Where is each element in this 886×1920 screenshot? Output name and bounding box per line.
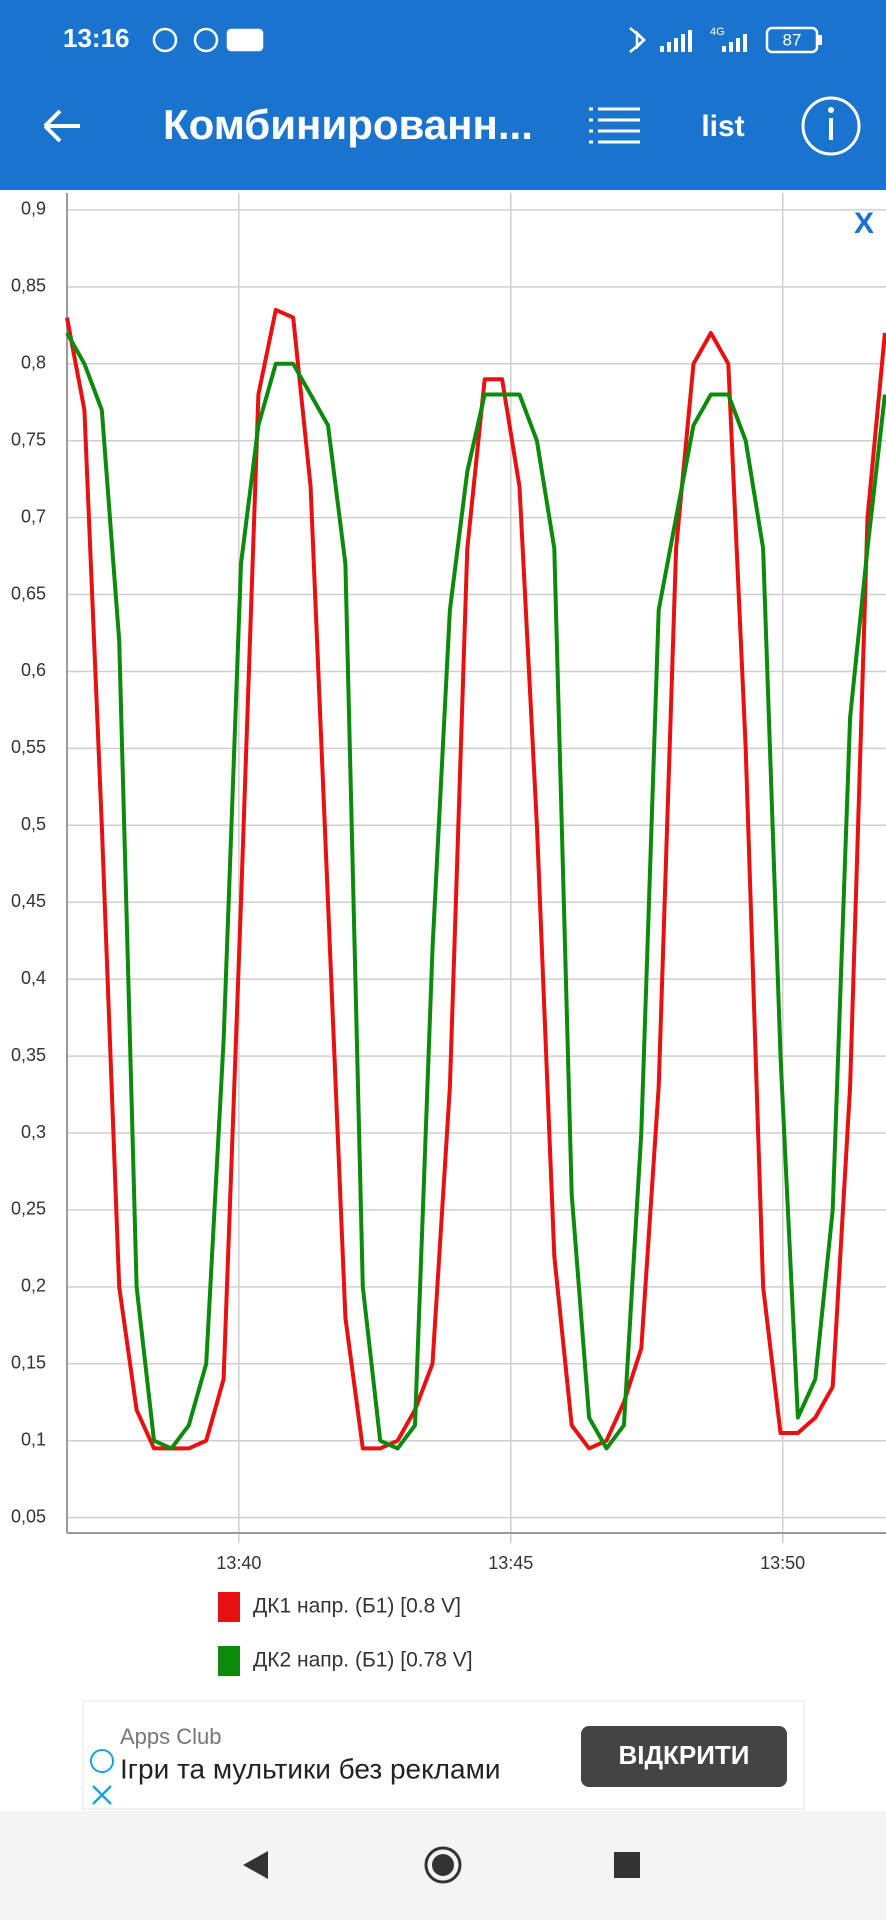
y-tick-label: 0,1 [21,1429,46,1449]
y-tick-label: 0,55 [11,737,46,757]
y-tick-label: 0,6 [21,660,46,680]
y-tick-label: 0,8 [21,353,46,373]
y-tick-label: 0,45 [11,891,46,911]
y-tick-label: 0,3 [21,1122,46,1142]
status-time: 13:16 [63,23,130,53]
y-tick-label: 0,2 [21,1276,46,1296]
ad-sponsor: Apps Club [120,1724,222,1749]
nav-home-dot [432,1854,454,1876]
chart: 0,05 0,1 0,15 0,2 0,25 0,3 0,35 0,4 0,45 0,5 0,55 0… [11,193,886,1676]
y-tick-label: 0,7 [21,506,46,526]
y-tick-label: 0,65 [11,583,46,603]
y-tick-label: 0,5 [21,814,46,834]
battery-level: 87 [783,30,802,49]
x-tick-label: 13:50 [760,1553,805,1573]
screen-title: Комбинированн... [163,101,533,148]
status-icons [152,27,646,53]
x-tick-label: 13:40 [216,1553,261,1573]
ad-close-icon[interactable] [92,1785,112,1805]
legend-swatch [218,1646,240,1676]
y-tick-label: 0,85 [11,276,46,296]
y-tick-label: 0,15 [11,1353,46,1373]
x-tick-label: 13:45 [488,1553,533,1573]
data-line [65,332,886,1451]
list-button[interactable]: list [701,110,744,143]
legend-label: ДК1 напр. (Б1) [0.8 V] [253,1595,461,1618]
y-tick-label: 0,75 [11,429,46,449]
app-header-bg [0,0,886,190]
ad-button[interactable] [581,1726,787,1787]
nav-back[interactable] [243,1851,268,1879]
battery-tip [818,35,822,45]
y-tick-label: 0,25 [11,1199,46,1219]
legend-label: ДК2 напр. (Б1) [0.78 V] [253,1649,473,1672]
battery-icon [765,26,819,54]
data-line [65,307,886,1451]
y-tick-label: 0,35 [11,1045,46,1065]
y-tick-label: 0,4 [21,968,46,988]
ad-button-label[interactable]: ВІДКРИТИ [619,1740,750,1770]
nav-recents[interactable] [614,1852,640,1878]
network-type: 4G [710,26,725,38]
signal-icons [660,30,747,52]
back-button[interactable] [43,109,80,143]
close-chart-button[interactable]: X [854,207,874,240]
ad-text: Ігри та мультики без реклами [120,1753,500,1784]
y-tick-label: 0,9 [21,199,46,219]
ad-info-icon[interactable] [90,1749,114,1773]
info-button[interactable] [801,96,861,156]
legend-swatch [218,1592,240,1622]
list-icon[interactable] [589,107,640,144]
nav-home[interactable] [424,1846,462,1884]
y-tick-label: 0,05 [11,1506,46,1526]
